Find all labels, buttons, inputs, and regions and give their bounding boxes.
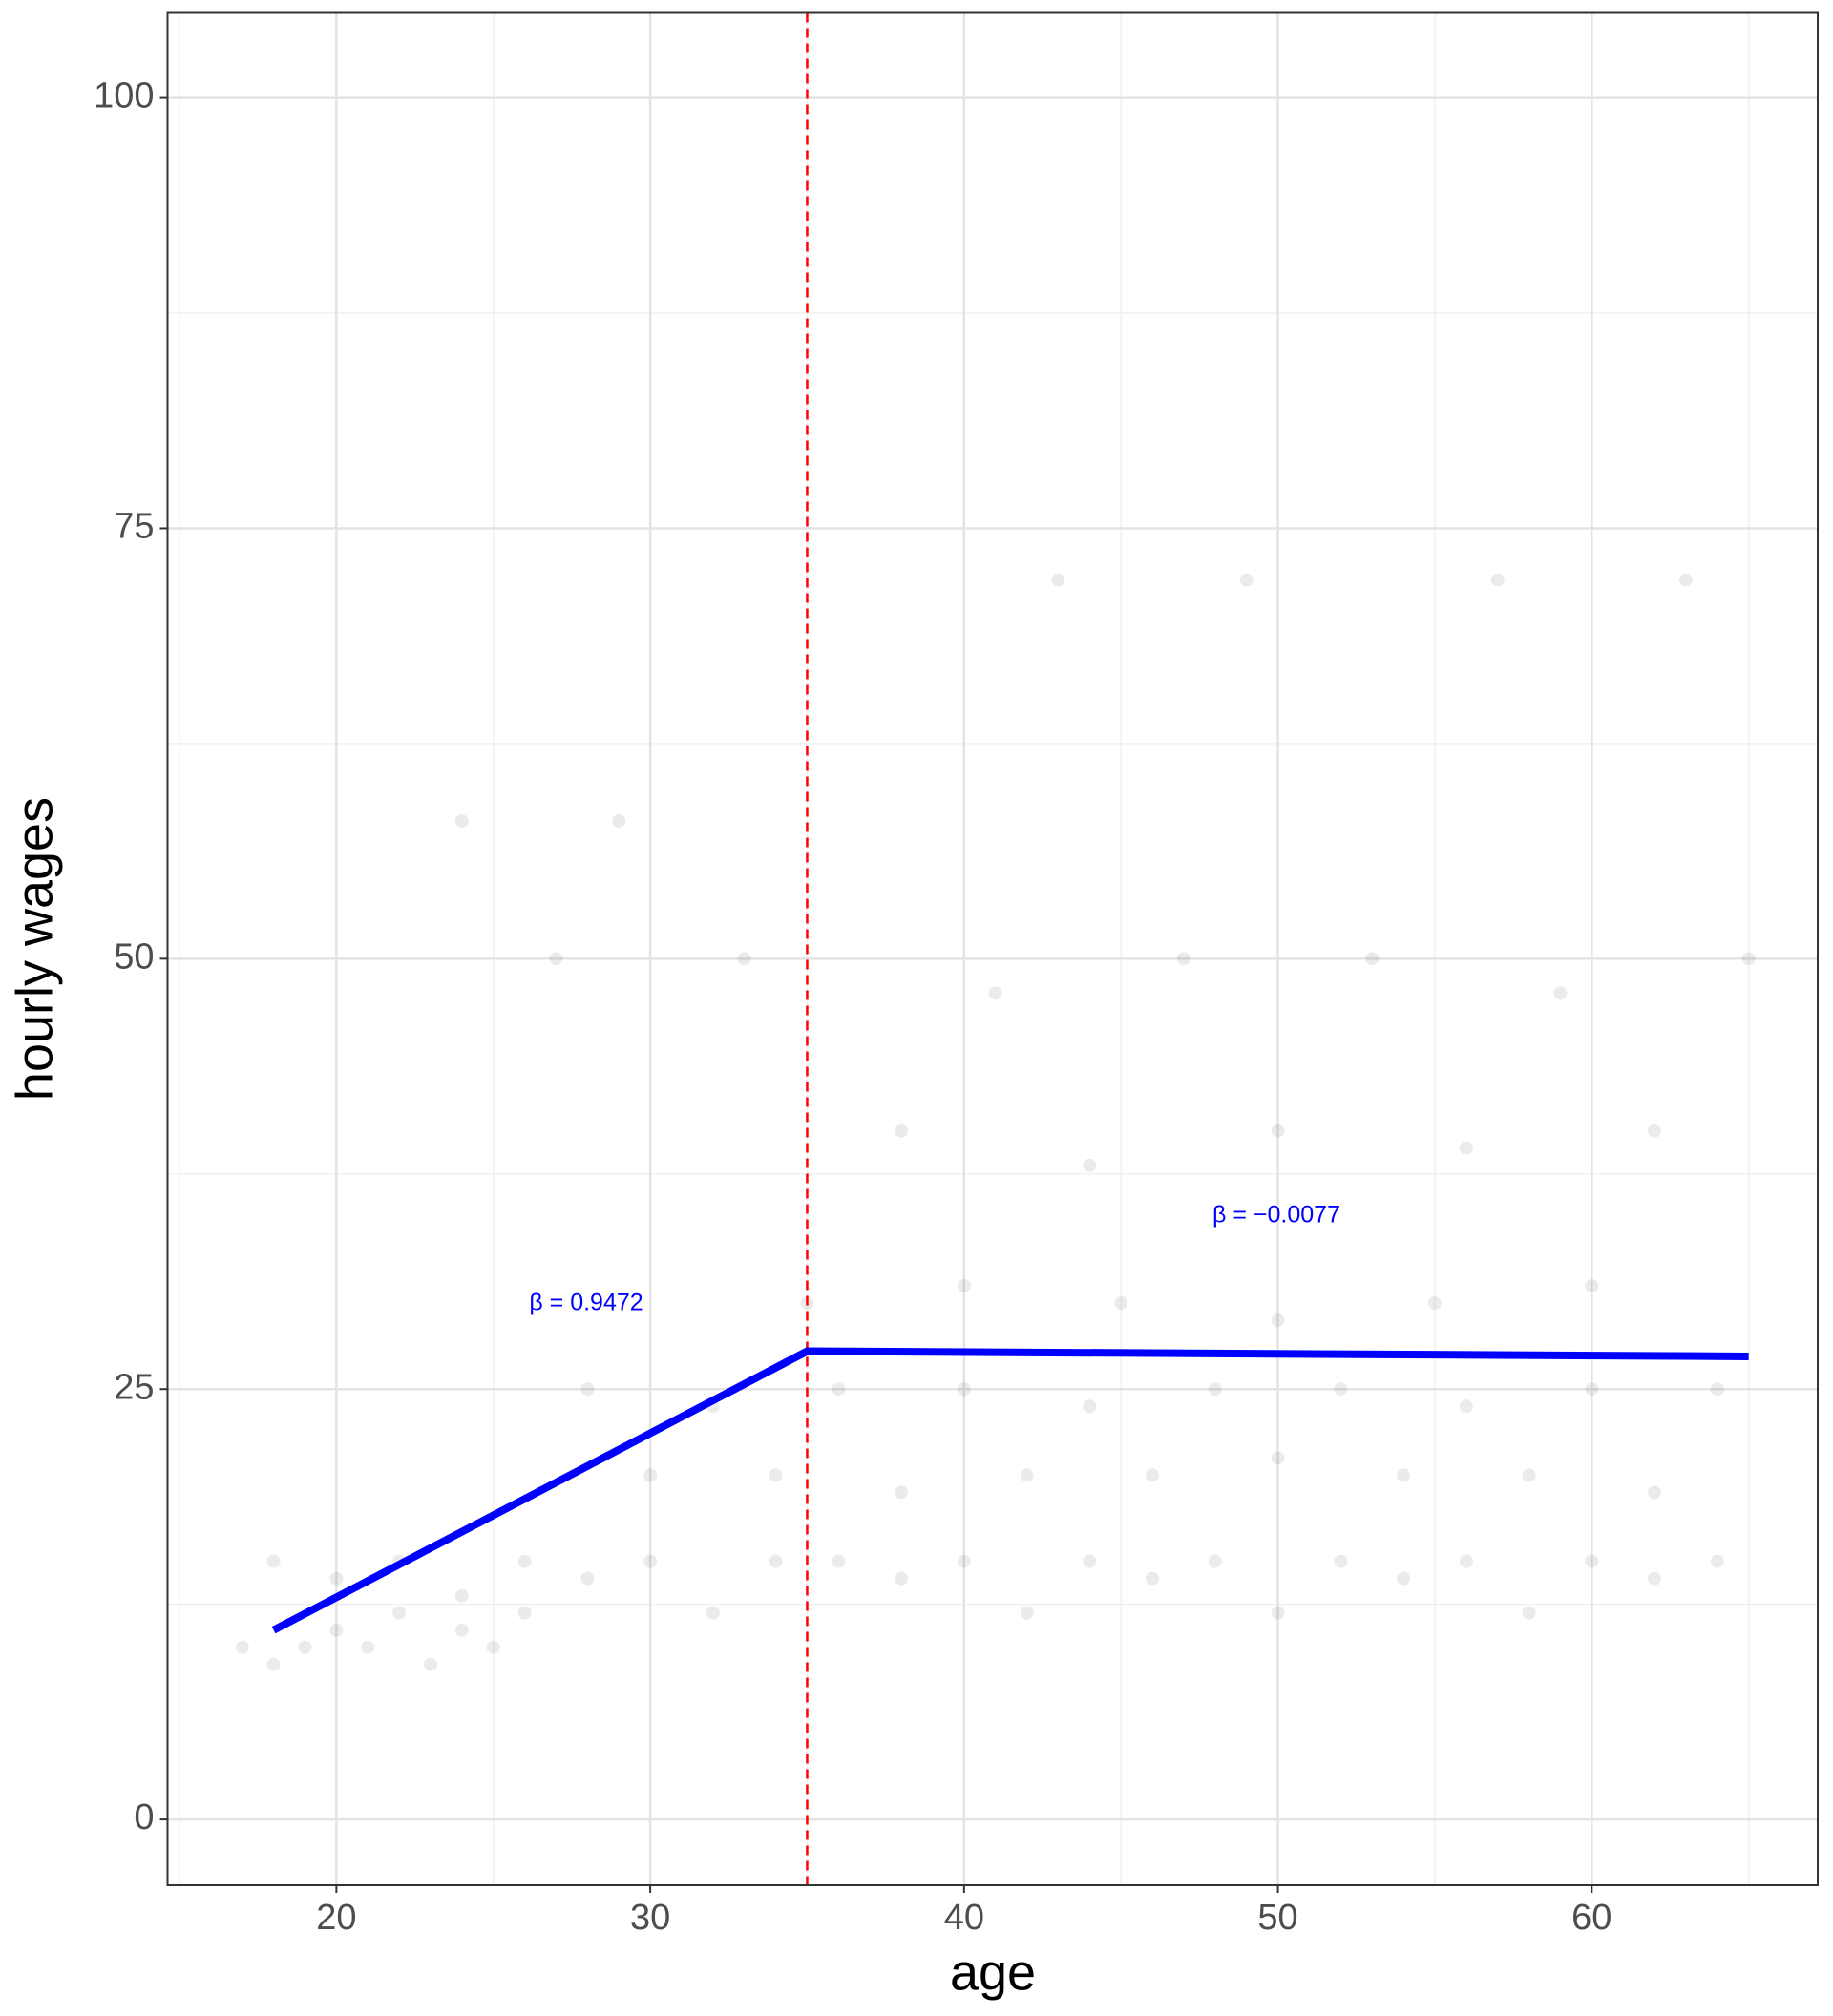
- point: [1083, 1158, 1097, 1172]
- point: [1271, 1451, 1285, 1465]
- point: [1585, 1554, 1599, 1568]
- point: [1585, 1279, 1599, 1293]
- point: [1083, 1554, 1097, 1568]
- x-tick-label: 30: [630, 1898, 670, 1938]
- point: [612, 814, 626, 829]
- point: [266, 1657, 281, 1671]
- point: [1710, 1554, 1724, 1568]
- point: [1271, 1313, 1285, 1328]
- point: [1146, 1468, 1160, 1482]
- point: [1397, 1571, 1411, 1586]
- point: [1020, 1468, 1034, 1482]
- x-tick-label: 50: [1257, 1898, 1297, 1938]
- point: [1459, 1399, 1473, 1414]
- point: [298, 1640, 312, 1654]
- point: [1427, 1296, 1442, 1311]
- point: [1146, 1571, 1160, 1586]
- x-axis-title: age: [950, 1943, 1036, 2001]
- point: [957, 1554, 971, 1568]
- point: [549, 952, 563, 966]
- point: [1553, 986, 1568, 1000]
- point: [1585, 1382, 1599, 1396]
- point: [1459, 1554, 1473, 1568]
- point: [1741, 952, 1756, 966]
- point: [737, 952, 751, 966]
- point: [1365, 952, 1380, 966]
- point: [1678, 573, 1693, 587]
- point: [895, 1124, 909, 1138]
- annotation: β = 0.9472: [529, 1290, 643, 1316]
- point: [706, 1606, 720, 1620]
- point: [266, 1554, 281, 1568]
- point: [454, 1588, 469, 1603]
- point: [1522, 1468, 1536, 1482]
- fit-line: [271, 1347, 1749, 1634]
- x-tick-label: 20: [316, 1898, 356, 1938]
- point: [988, 986, 1002, 1000]
- y-tick-label: 100: [94, 76, 154, 116]
- point: [1239, 573, 1254, 587]
- annotation: β = −0.0077: [1212, 1202, 1340, 1228]
- point: [1020, 1606, 1034, 1620]
- x-tick-label: 40: [944, 1898, 984, 1938]
- point: [1334, 1382, 1348, 1396]
- x-tick-label: 60: [1571, 1898, 1612, 1938]
- y-axis-title: hourly wages: [6, 797, 63, 1101]
- point: [643, 1468, 658, 1482]
- point: [454, 1623, 469, 1637]
- y-tick-label: 50: [114, 936, 154, 976]
- point: [1208, 1554, 1222, 1568]
- point: [361, 1640, 375, 1654]
- point: [832, 1554, 846, 1568]
- point: [1083, 1399, 1097, 1414]
- point: [895, 1571, 909, 1586]
- point: [832, 1382, 846, 1396]
- point: [1334, 1554, 1348, 1568]
- point: [1522, 1606, 1536, 1620]
- point: [392, 1606, 407, 1620]
- point: [329, 1571, 344, 1586]
- point: [1114, 1296, 1128, 1311]
- point: [1648, 1485, 1662, 1500]
- point: [769, 1554, 783, 1568]
- point: [1051, 573, 1065, 587]
- point: [1459, 1141, 1473, 1155]
- point: [517, 1554, 532, 1568]
- point: [1176, 952, 1190, 966]
- point: [486, 1640, 500, 1654]
- point: [1490, 573, 1505, 587]
- point: [895, 1485, 909, 1500]
- point: [1271, 1124, 1285, 1138]
- point: [580, 1382, 595, 1396]
- plot-border: [166, 11, 1819, 1886]
- point: [329, 1623, 344, 1637]
- point: [957, 1279, 971, 1293]
- point: [517, 1606, 532, 1620]
- point: [454, 814, 469, 829]
- y-tick-label: 75: [114, 507, 154, 547]
- point: [235, 1640, 249, 1654]
- point: [1271, 1606, 1285, 1620]
- y-tick-label: 25: [114, 1367, 154, 1407]
- point: [1710, 1382, 1724, 1396]
- point: [423, 1657, 437, 1671]
- point: [580, 1571, 595, 1586]
- y-tick-label: 0: [134, 1797, 154, 1838]
- point: [769, 1468, 783, 1482]
- point: [957, 1382, 971, 1396]
- point: [1208, 1382, 1222, 1396]
- point: [1648, 1124, 1662, 1138]
- point: [643, 1554, 658, 1568]
- point: [1648, 1571, 1662, 1586]
- point: [1397, 1468, 1411, 1482]
